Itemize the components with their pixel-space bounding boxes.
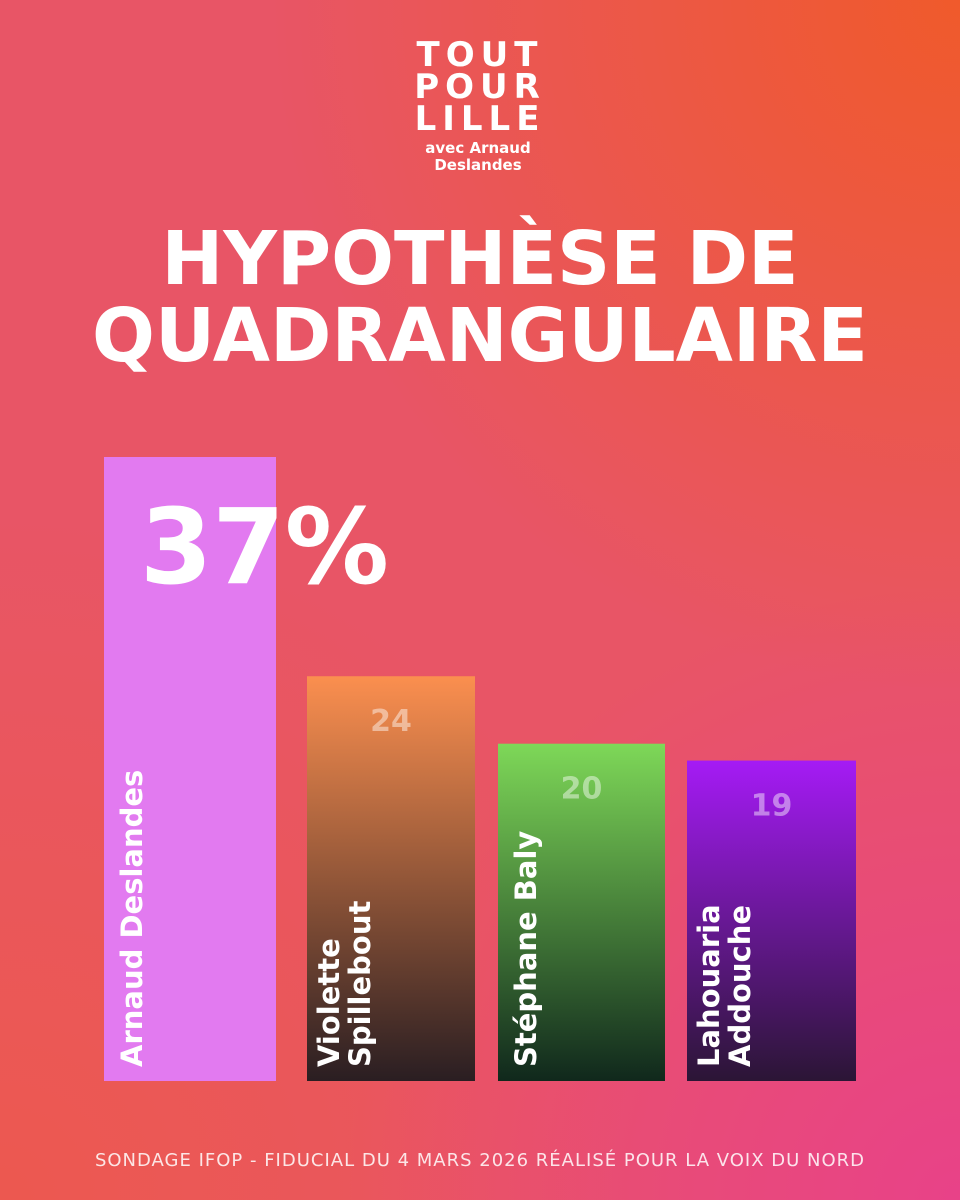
category-label: Arnaud Deslandes — [115, 770, 149, 1067]
category-label: Lahouaria — [692, 904, 726, 1067]
logo-line: POUR — [414, 67, 546, 107]
bar — [307, 676, 475, 1081]
category-label: Spillebout — [343, 901, 377, 1067]
source: SONDAGE IFOP - FIDUCIAL DU 4 MARS 2026 R… — [95, 1149, 865, 1171]
value-label: 24 — [370, 704, 412, 739]
bar — [104, 457, 276, 1081]
bar — [498, 743, 665, 1081]
logo-line: LILLE — [415, 99, 546, 139]
chart-title: HYPOTHÈSE DE — [161, 214, 798, 302]
category-label: Addouche — [723, 905, 757, 1067]
value-label: 20 — [561, 772, 603, 807]
logo: TOUT POUR LILLE avec Arnaud Deslandes — [414, 35, 546, 174]
logo-byline: Deslandes — [434, 156, 521, 174]
chart-title: QUADRANGULAIRE — [92, 293, 868, 379]
logo-line: TOUT — [417, 35, 544, 75]
bar — [687, 760, 856, 1081]
category-label: Violette — [312, 938, 346, 1067]
logo-byline: avec Arnaud — [425, 139, 530, 157]
category-label: Stéphane Baly — [509, 831, 543, 1067]
value-label: 19 — [751, 789, 793, 824]
value-label: 37% — [140, 486, 389, 608]
